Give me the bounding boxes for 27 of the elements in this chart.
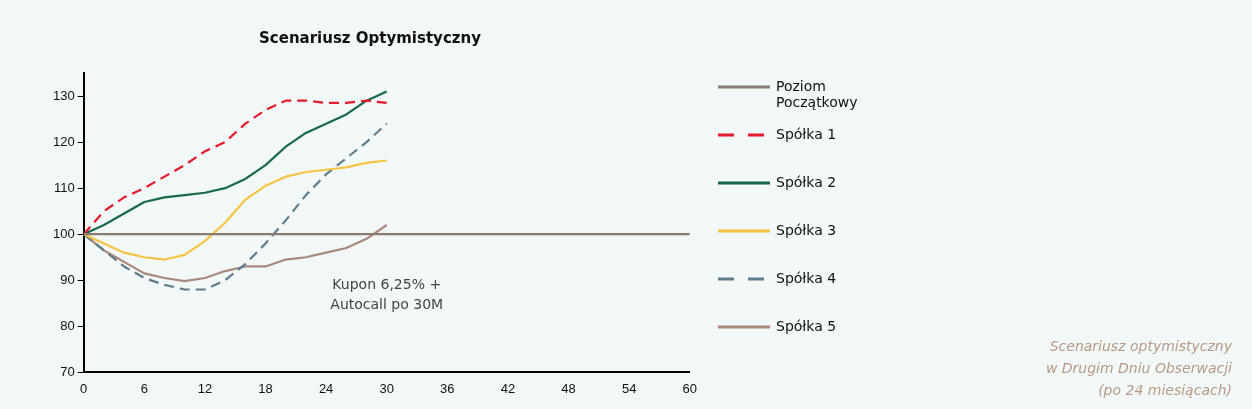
legend-label: Spółka 3 (776, 222, 837, 238)
x-tick-label: 54 (621, 380, 637, 396)
y-tick-label: 120 (52, 133, 75, 149)
text: Scenariusz optymistyczny w Drugim Dniu Obserwacji (po 24 miesiącach) (1045, 337, 1232, 400)
chart-title: Scenariusz Optymistyczny (259, 28, 482, 47)
legend-label: Poziom Początkowy (776, 78, 859, 110)
legend-label: Spółka 5 (776, 318, 837, 334)
y-tick-label: 80 (60, 317, 75, 333)
y-tick-label: 100 (52, 225, 75, 241)
x-tick-label: 60 (682, 380, 697, 396)
y-tick-label: 130 (52, 87, 75, 103)
y-tick-label: 110 (53, 179, 75, 195)
x-tick-label: 24 (318, 380, 334, 396)
annotation: Kupon 6,25% + Autocall po 30M (330, 275, 444, 312)
legend-label: Spółka 1 (776, 126, 837, 142)
x-tick-label: 42 (500, 380, 516, 396)
legend-label: Spółka 2 (776, 174, 837, 190)
x-tick-label: 30 (379, 380, 394, 396)
x-tick-label: 0 (80, 380, 88, 396)
y-tick-label: 70 (60, 363, 75, 379)
legend-label: Spółka 4 (776, 270, 837, 286)
x-tick-label: 36 (440, 380, 455, 396)
x-tick-label: 12 (197, 380, 213, 396)
x-tick-label: 48 (561, 380, 576, 396)
y-tick-label: 90 (60, 271, 75, 287)
x-tick-label: 18 (258, 380, 273, 396)
x-tick-label: 6 (140, 380, 148, 396)
